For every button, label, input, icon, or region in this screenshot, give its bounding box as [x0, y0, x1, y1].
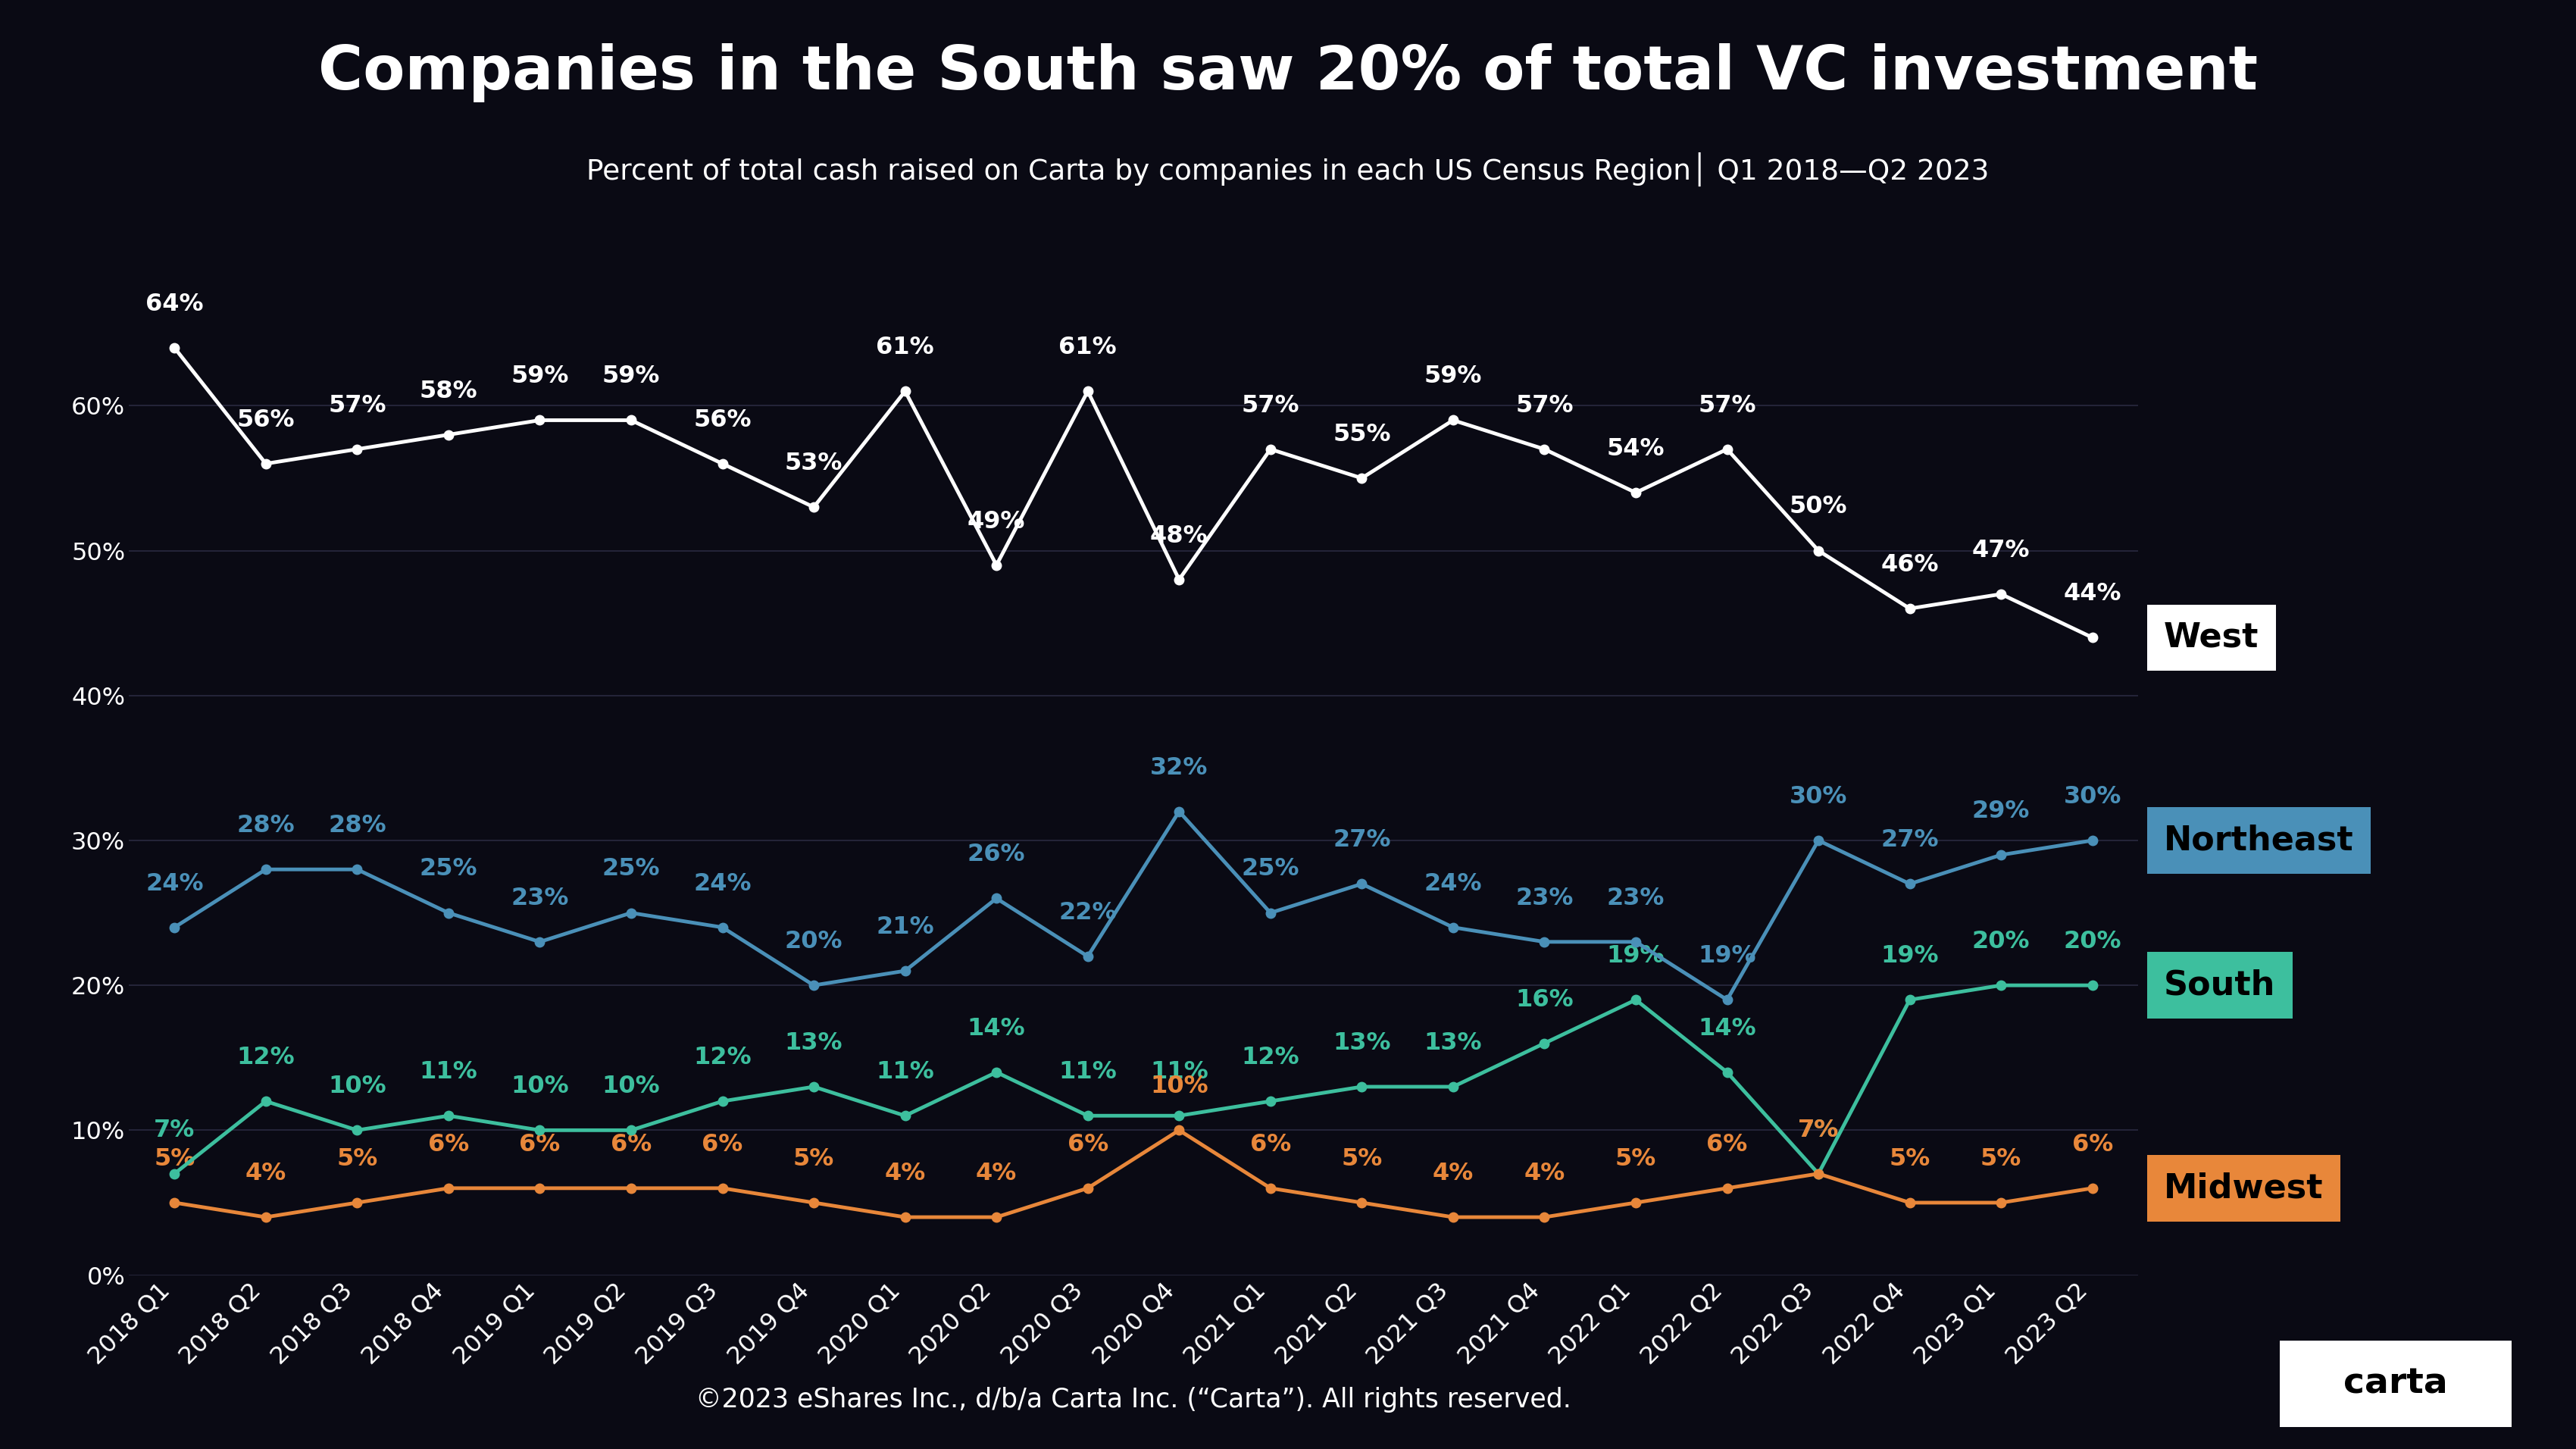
Text: 4%: 4%	[976, 1162, 1018, 1185]
Text: 5%: 5%	[1888, 1148, 1929, 1171]
Text: 29%: 29%	[1973, 800, 2030, 823]
Text: 11%: 11%	[420, 1061, 477, 1084]
Text: 30%: 30%	[1790, 785, 1847, 809]
Text: 10%: 10%	[603, 1075, 659, 1098]
Text: 6%: 6%	[1249, 1133, 1291, 1156]
Text: 5%: 5%	[337, 1148, 379, 1171]
Text: 27%: 27%	[1332, 829, 1391, 852]
Text: 14%: 14%	[969, 1017, 1025, 1040]
Text: 7%: 7%	[155, 1119, 196, 1142]
Text: 12%: 12%	[693, 1046, 752, 1069]
Text: 4%: 4%	[245, 1162, 286, 1185]
Text: 23%: 23%	[510, 887, 569, 910]
Text: 10%: 10%	[1149, 1075, 1208, 1098]
Text: West: West	[2164, 622, 2259, 653]
Text: 13%: 13%	[1332, 1032, 1391, 1055]
Text: 12%: 12%	[237, 1046, 294, 1069]
Text: 14%: 14%	[1698, 1017, 1757, 1040]
Text: 26%: 26%	[969, 843, 1025, 867]
Text: 5%: 5%	[793, 1148, 835, 1171]
Text: 22%: 22%	[1059, 901, 1118, 924]
Text: 47%: 47%	[1973, 539, 2030, 562]
Text: 58%: 58%	[420, 380, 477, 403]
Text: 59%: 59%	[510, 365, 569, 388]
Text: 50%: 50%	[1790, 496, 1847, 519]
Text: South: South	[2164, 969, 2275, 1001]
Text: 55%: 55%	[1332, 423, 1391, 446]
Text: 24%: 24%	[1425, 872, 1481, 895]
Text: 5%: 5%	[155, 1148, 196, 1171]
Text: 6%: 6%	[428, 1133, 469, 1156]
Text: 24%: 24%	[144, 872, 204, 895]
Text: 46%: 46%	[1880, 554, 1940, 577]
Text: 20%: 20%	[786, 930, 842, 953]
Text: 53%: 53%	[786, 452, 842, 475]
Text: 54%: 54%	[1607, 438, 1664, 461]
Text: 59%: 59%	[1425, 365, 1481, 388]
Text: 56%: 56%	[693, 409, 752, 432]
Text: 44%: 44%	[2063, 582, 2123, 606]
Text: Midwest: Midwest	[2164, 1172, 2324, 1204]
Text: 6%: 6%	[1066, 1133, 1108, 1156]
Text: 10%: 10%	[510, 1075, 569, 1098]
Text: 61%: 61%	[876, 336, 935, 359]
Text: 6%: 6%	[611, 1133, 652, 1156]
Text: 30%: 30%	[2063, 785, 2123, 809]
Text: 4%: 4%	[884, 1162, 925, 1185]
Text: 61%: 61%	[1059, 336, 1118, 359]
Text: Companies in the South saw 20% of total VC investment: Companies in the South saw 20% of total …	[319, 43, 2257, 103]
Text: 13%: 13%	[1425, 1032, 1481, 1055]
Text: 25%: 25%	[420, 858, 477, 881]
Text: Percent of total cash raised on Carta by companies in each US Census Region│ Q1 : Percent of total cash raised on Carta by…	[587, 152, 1989, 187]
Text: 6%: 6%	[1705, 1133, 1747, 1156]
Text: 4%: 4%	[1525, 1162, 1566, 1185]
Text: 57%: 57%	[1698, 394, 1757, 417]
Text: 11%: 11%	[876, 1061, 935, 1084]
Text: 5%: 5%	[1981, 1148, 2022, 1171]
Text: 19%: 19%	[1880, 945, 1940, 968]
Text: 11%: 11%	[1149, 1061, 1208, 1084]
Text: 28%: 28%	[327, 814, 386, 838]
Text: 57%: 57%	[1515, 394, 1574, 417]
Text: 19%: 19%	[1607, 945, 1664, 968]
Text: 12%: 12%	[1242, 1046, 1298, 1069]
Text: 64%: 64%	[144, 293, 204, 316]
Text: 10%: 10%	[327, 1075, 386, 1098]
Text: 23%: 23%	[1515, 887, 1574, 910]
Text: 28%: 28%	[237, 814, 294, 838]
Text: 57%: 57%	[1242, 394, 1298, 417]
Text: 32%: 32%	[1149, 756, 1208, 780]
Text: 19%: 19%	[1698, 945, 1757, 968]
Text: 23%: 23%	[1607, 887, 1664, 910]
Text: 13%: 13%	[786, 1032, 842, 1055]
Text: 57%: 57%	[327, 394, 386, 417]
Text: 6%: 6%	[520, 1133, 562, 1156]
Text: 6%: 6%	[701, 1133, 742, 1156]
Text: 24%: 24%	[693, 872, 752, 895]
Text: 5%: 5%	[1342, 1148, 1383, 1171]
Text: 56%: 56%	[237, 409, 294, 432]
Text: 6%: 6%	[2071, 1133, 2112, 1156]
Text: carta: carta	[2344, 1366, 2447, 1401]
Text: 20%: 20%	[2063, 930, 2123, 953]
Text: 20%: 20%	[1973, 930, 2030, 953]
Text: 25%: 25%	[1242, 858, 1298, 881]
Text: 27%: 27%	[1880, 829, 1940, 852]
Text: 49%: 49%	[969, 510, 1025, 533]
Text: 21%: 21%	[876, 916, 935, 939]
Text: Northeast: Northeast	[2164, 824, 2354, 856]
Text: ©2023 eShares Inc., d/b/a Carta Inc. (“Carta”). All rights reserved.: ©2023 eShares Inc., d/b/a Carta Inc. (“C…	[696, 1387, 1571, 1413]
Text: 16%: 16%	[1515, 988, 1574, 1011]
Text: 11%: 11%	[1059, 1061, 1118, 1084]
Text: 48%: 48%	[1149, 525, 1208, 548]
Text: 7%: 7%	[1798, 1119, 1839, 1142]
Text: 4%: 4%	[1432, 1162, 1473, 1185]
Text: 59%: 59%	[603, 365, 659, 388]
Text: 5%: 5%	[1615, 1148, 1656, 1171]
Text: 7%: 7%	[1798, 1119, 1839, 1142]
Text: 25%: 25%	[603, 858, 659, 881]
